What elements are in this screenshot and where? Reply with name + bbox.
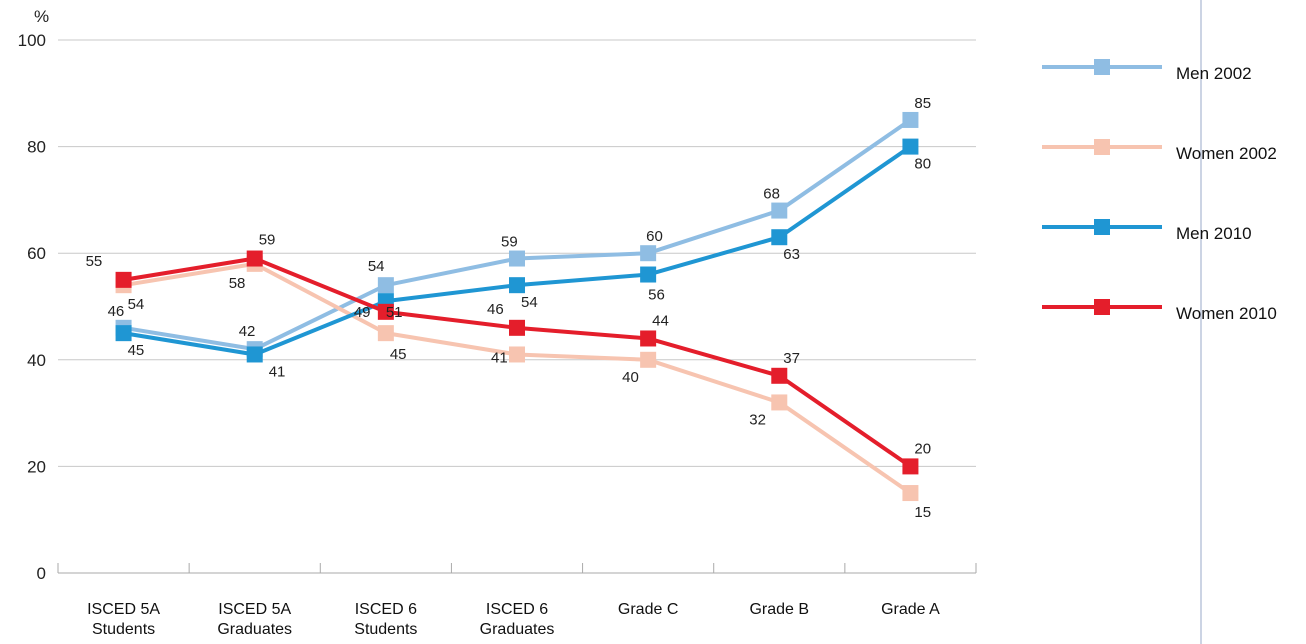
data-point-marker — [771, 367, 788, 384]
x-tick-label-line: Students — [92, 621, 155, 638]
data-label: 56 — [648, 287, 665, 304]
data-label: 42 — [239, 323, 256, 340]
x-tick-label: Grade C — [618, 601, 678, 618]
data-label: 63 — [783, 246, 800, 263]
x-tick-label-line: Grade B — [749, 601, 809, 618]
data-point-marker — [640, 266, 657, 283]
data-point-marker — [640, 330, 657, 347]
y-axis-unit-label: % — [34, 7, 49, 26]
x-tick-label-line: Graduates — [480, 621, 555, 638]
data-label: 45 — [390, 346, 407, 363]
legend-label: Men 2002 — [1176, 64, 1252, 83]
data-label: 15 — [914, 504, 931, 521]
data-label: 41 — [269, 363, 286, 380]
legend-item: Women 2010 — [1042, 299, 1277, 323]
data-point-marker — [902, 485, 919, 502]
data-point-marker — [771, 229, 788, 246]
data-point-marker — [509, 277, 525, 294]
data-label: 46 — [108, 303, 125, 320]
data-label: 55 — [86, 253, 103, 270]
data-label: 68 — [763, 186, 780, 203]
data-label: 51 — [386, 304, 403, 321]
x-tick-label: Grade B — [749, 601, 809, 618]
y-tick-label: 0 — [37, 564, 46, 583]
data-point-marker — [115, 325, 132, 342]
y-tick-label: 100 — [18, 31, 46, 50]
data-label: 41 — [491, 349, 508, 366]
data-label: 32 — [749, 411, 766, 428]
x-tick-label-line: Graduates — [217, 621, 292, 638]
data-labels: 46 42 54 59 60 68 85 54 58 45 41 40 32 15 45 41 51 54 56 63… — [86, 95, 932, 521]
data-point-marker — [771, 202, 788, 219]
x-tick-label-line: Grade C — [618, 601, 678, 618]
data-point-marker — [640, 245, 657, 262]
legend-swatch-marker — [1094, 299, 1110, 315]
data-label: 54 — [368, 258, 385, 275]
data-label: 85 — [914, 95, 931, 112]
x-tick-label-line: ISCED 5A — [87, 601, 160, 618]
legend-swatch-marker — [1094, 139, 1110, 155]
data-label: 44 — [652, 312, 669, 329]
y-tick-label: 80 — [27, 138, 46, 157]
x-tick-label: Grade A — [881, 601, 940, 618]
data-label: 60 — [646, 228, 663, 245]
legend-item: Women 2002 — [1042, 139, 1277, 163]
data-point-marker — [115, 271, 132, 288]
x-tick-label-line: ISCED 6 — [355, 601, 417, 618]
data-label: 49 — [354, 304, 371, 321]
x-tick-label-line: ISCED 6 — [486, 601, 548, 618]
data-point-marker — [509, 346, 525, 363]
data-label: 45 — [128, 342, 145, 359]
x-tick-label-line: Students — [354, 621, 417, 638]
data-point-marker — [377, 277, 394, 294]
data-label: 54 — [521, 294, 538, 311]
data-point-marker — [771, 394, 788, 411]
data-point-marker — [377, 303, 394, 320]
y-tick-label: 20 — [27, 457, 46, 476]
legend-label: Women 2002 — [1176, 144, 1277, 163]
axes: % 0 20 40 60 80 100 ISCED 5A Students ISCED 5A Gr… — [18, 7, 977, 638]
series-lines — [115, 111, 919, 502]
data-label: 46 — [487, 301, 504, 318]
legend-label: Men 2010 — [1176, 224, 1252, 243]
data-point-marker — [246, 250, 263, 267]
legend-swatch-marker — [1094, 59, 1110, 75]
data-point-marker — [509, 319, 525, 336]
series-line — [123, 261, 912, 495]
y-tick-label: 60 — [27, 244, 46, 263]
data-label: 40 — [622, 369, 639, 386]
data-label: 59 — [501, 234, 518, 251]
legend-item: Men 2010 — [1042, 219, 1252, 243]
legend: Men 2002 Women 2002 Men 2010 Women 2010 — [1042, 59, 1277, 323]
data-point-marker — [902, 138, 919, 155]
x-tick-label-line: Grade A — [881, 601, 940, 618]
y-tick-label: 40 — [27, 351, 46, 370]
data-point-marker — [246, 346, 263, 363]
legend-swatch-marker — [1094, 219, 1110, 235]
data-label: 37 — [783, 350, 800, 367]
data-point-marker — [509, 250, 525, 267]
data-point-marker — [902, 111, 919, 128]
legend-label: Women 2010 — [1176, 304, 1277, 323]
data-label: 58 — [229, 275, 246, 292]
x-tick-label: ISCED 6 Students — [354, 601, 417, 638]
x-tick-label: ISCED 6 Graduates — [480, 601, 555, 638]
data-label: 80 — [914, 156, 931, 173]
x-tick-label-line: ISCED 5A — [218, 601, 291, 618]
data-label: 20 — [914, 440, 931, 457]
legend-item: Men 2002 — [1042, 59, 1252, 83]
data-label: 59 — [259, 232, 276, 249]
data-label: 54 — [128, 296, 145, 313]
data-point-marker — [902, 458, 919, 475]
x-tick-label: ISCED 5A Students — [87, 601, 160, 638]
data-point-marker — [377, 325, 394, 342]
data-point-marker — [640, 351, 657, 368]
x-tick-label: ISCED 5A Graduates — [217, 601, 292, 638]
